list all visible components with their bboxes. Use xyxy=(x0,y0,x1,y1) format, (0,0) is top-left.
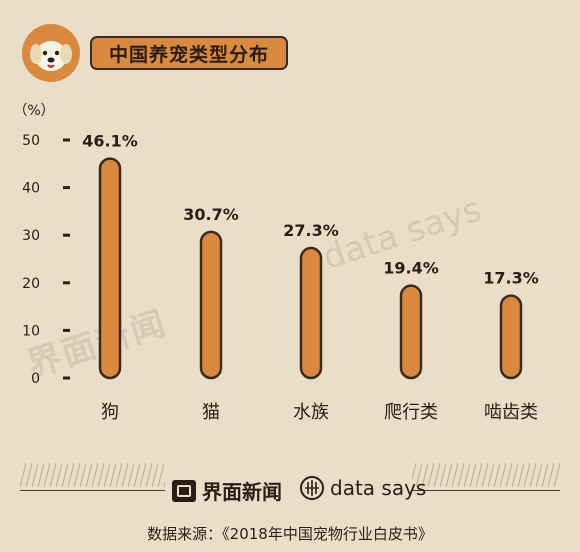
jiemian-logo-icon xyxy=(172,479,196,502)
y-tick-mark xyxy=(63,328,70,332)
footer-divider-right xyxy=(412,490,560,491)
bar xyxy=(299,246,323,380)
y-tick-label: 20 xyxy=(22,276,40,292)
y-tick-mark xyxy=(63,281,70,285)
datasays-logo-icon xyxy=(300,476,324,500)
category-label: 猫 xyxy=(202,402,220,423)
category-label: 水族 xyxy=(293,402,329,423)
dog-face-icon xyxy=(22,24,80,82)
data-label: 46.1% xyxy=(82,132,138,151)
y-tick-label: 0 xyxy=(31,371,40,387)
bar xyxy=(98,157,122,380)
brand-datasays-label: data says xyxy=(330,476,427,500)
y-tick-label: 50 xyxy=(22,133,40,149)
y-tick-mark xyxy=(63,138,70,142)
footer-divider-left xyxy=(20,490,165,491)
brand-jiemian-label: 界面新闻 xyxy=(202,480,282,504)
data-label: 17.3% xyxy=(483,269,539,288)
y-tick-label: 40 xyxy=(22,181,40,197)
brand-jiemian: 界面新闻 xyxy=(172,476,282,505)
data-source-note: 数据来源：《2018年中国宠物行业白皮书》 xyxy=(147,525,433,543)
y-axis-unit-label: （%） xyxy=(13,103,54,119)
y-tick-label: 30 xyxy=(22,228,40,244)
y-tick-mark xyxy=(63,186,70,190)
y-tick-label: 10 xyxy=(22,323,40,339)
category-label: 爬行类 xyxy=(384,402,438,423)
bar-chart: （%） 0 10 20 30 40 50 46.1% 狗 30.7% 猫 27.3% 水族 19.4% 爬行… xyxy=(13,103,539,423)
bar xyxy=(199,230,223,380)
bar xyxy=(499,294,523,380)
y-tick-mark xyxy=(63,233,70,237)
footer-hatch-pattern xyxy=(20,463,560,487)
data-label: 30.7% xyxy=(183,205,239,224)
brand-datasays: data says xyxy=(300,476,426,500)
data-label: 27.3% xyxy=(283,221,339,240)
category-label: 啮齿类 xyxy=(484,402,538,423)
chart-title: 中国养宠类型分布 xyxy=(90,36,288,70)
y-tick-mark xyxy=(63,376,70,380)
data-label: 19.4% xyxy=(383,259,439,278)
bar xyxy=(399,284,423,380)
category-label: 狗 xyxy=(101,402,119,423)
